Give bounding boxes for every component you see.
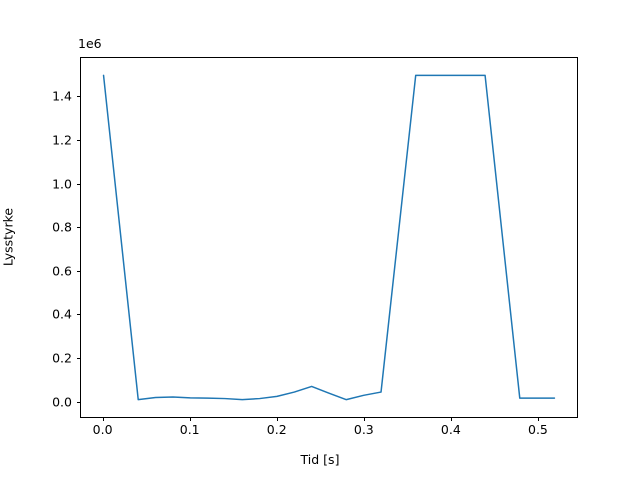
y-axis-label: Lysstyrke (0, 207, 16, 267)
plot-axes (80, 57, 578, 418)
y-tick-label: 0.0 (52, 394, 72, 410)
y-tick-label: 0.2 (52, 350, 72, 366)
y-tick-label: 0.6 (52, 263, 72, 279)
y-tick-mark (76, 183, 80, 185)
x-tick-label: 0.5 (527, 422, 548, 437)
x-tick-label: 0.0 (92, 422, 113, 437)
y-axis-offset-text: 1e6 (78, 36, 102, 51)
x-tick-mark (189, 417, 191, 421)
y-tick-mark (76, 270, 80, 272)
x-axis-label: Tid [s] (300, 452, 340, 467)
y-tick-label: 1.2 (52, 132, 72, 148)
y-tick-label: 1.4 (52, 88, 72, 104)
y-tick-mark (76, 314, 80, 316)
y-tick-label: 0.4 (52, 306, 72, 322)
x-tick-label: 0.3 (353, 422, 374, 437)
x-tick-mark (450, 417, 452, 421)
y-tick-mark (76, 96, 80, 98)
y-tick-label: 0.8 (52, 219, 72, 235)
y-tick-mark (76, 139, 80, 141)
x-tick-label: 0.1 (179, 422, 200, 437)
y-tick-mark (76, 401, 80, 403)
x-tick-label: 0.2 (266, 422, 287, 437)
y-tick-mark (76, 358, 80, 359)
x-tick-label: 0.4 (440, 422, 461, 437)
x-tick-mark (363, 417, 365, 421)
line-plot (102, 74, 556, 401)
data-series-line (102, 74, 556, 401)
y-tick-label: 1.0 (52, 176, 72, 191)
x-tick-mark (102, 417, 104, 421)
y-tick-mark (76, 227, 80, 229)
x-tick-mark (276, 417, 278, 421)
x-tick-mark (537, 417, 539, 421)
